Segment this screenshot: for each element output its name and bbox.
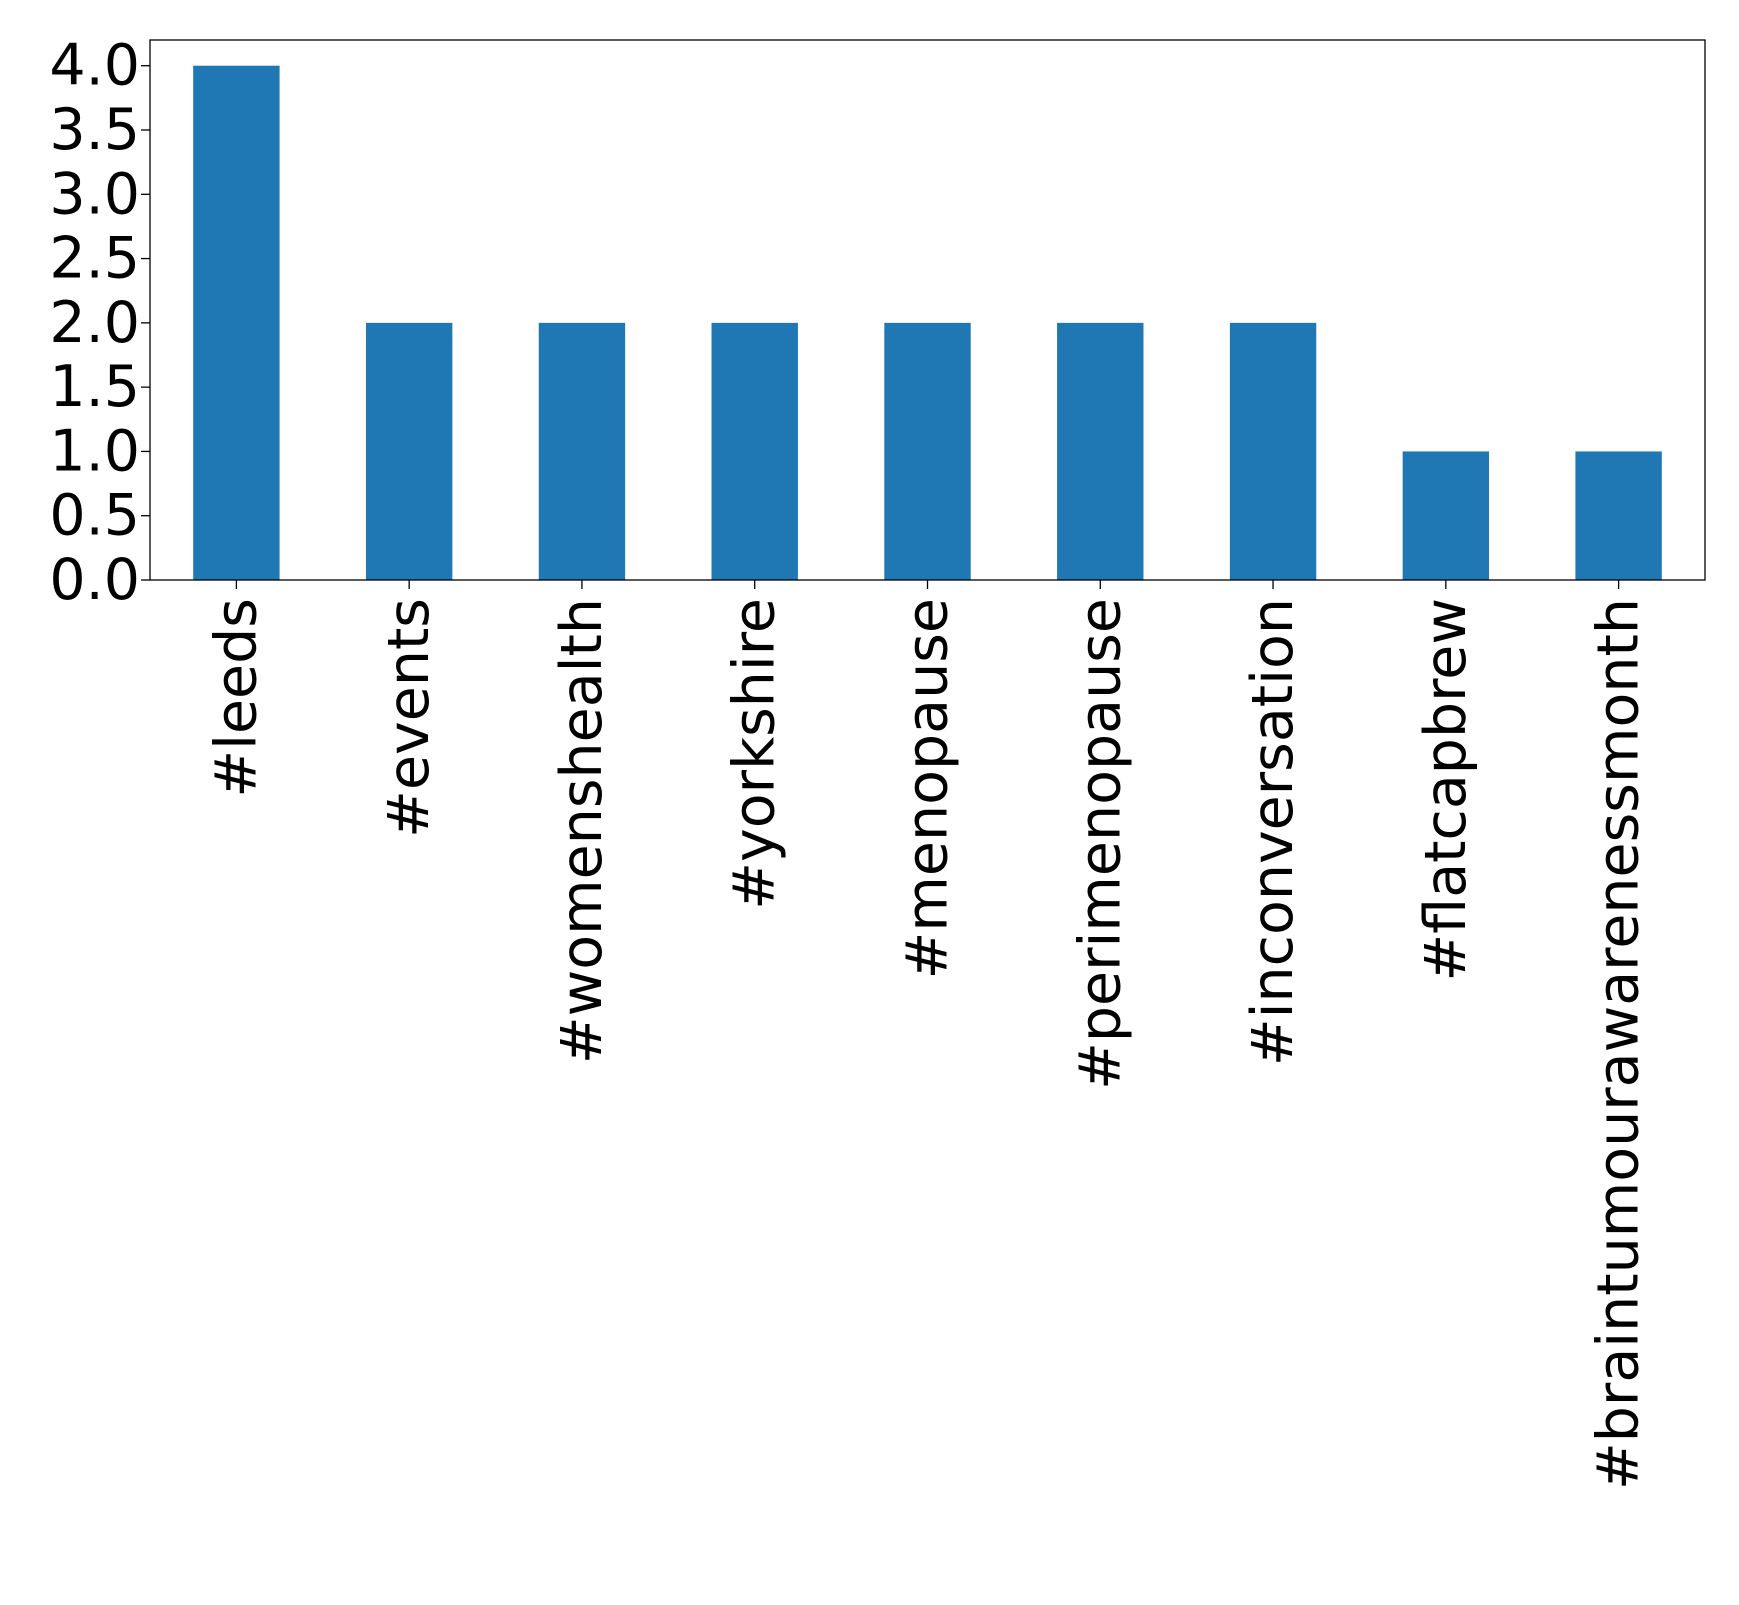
bar-events [365,322,453,580]
y-tick-label: 0.5 [49,483,140,549]
x-tick-label: #womenshealth [549,598,615,1064]
bar-perimenopause [1057,322,1144,580]
y-tick-label: 1.5 [49,354,140,420]
y-axis-ticks: 0.00.51.01.52.02.53.03.54.0 [49,33,150,613]
x-tick-label: #leeds [203,598,269,798]
plot-frame [149,39,1706,581]
x-axis-ticks: #leeds #events #womenshealth #yorkshire #men… [203,580,1652,1490]
bar-inconversation [1229,322,1317,580]
y-tick-label: 3.5 [49,97,140,163]
bar-womenshealth [538,322,626,580]
x-tick-label: #perimenopause [1067,598,1133,1090]
bar-yorkshire [711,322,798,580]
bars-group [193,65,1662,580]
x-tick-label: #events [376,598,442,838]
x-tick-label: #menopause [895,598,961,979]
y-tick-label: 1.0 [49,418,140,484]
y-tick-label: 4.0 [49,33,140,99]
x-tick-label: #braintumourawarenessmonth [1586,598,1652,1490]
y-tick-label: 3.0 [49,161,140,227]
bar-menopause [884,322,971,580]
bar-flatcapbrew [1402,451,1490,580]
bar-braintumourawarenessmonth [1575,451,1662,580]
bar-leeds [193,65,280,580]
y-tick-label: 2.5 [49,226,140,292]
x-tick-label: #inconversation [1240,598,1306,1066]
y-tick-label: 0.0 [49,547,140,613]
x-tick-label: #flatcapbrew [1413,598,1479,981]
x-tick-label: #yorkshire [722,598,788,910]
y-tick-label: 2.0 [49,290,140,356]
